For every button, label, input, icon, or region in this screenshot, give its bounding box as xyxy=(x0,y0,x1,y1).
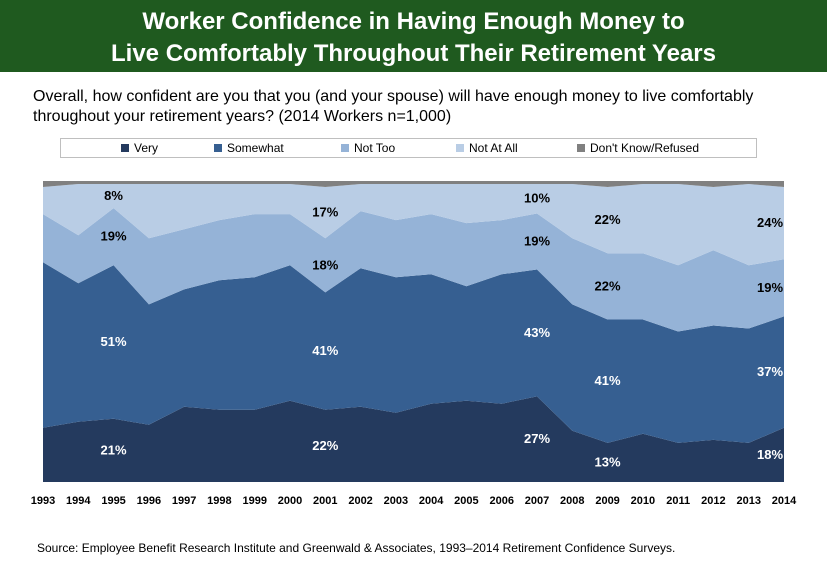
legend-label-not-at-all: Not At All xyxy=(469,141,518,155)
area-series-very xyxy=(43,396,784,482)
area-series-not-at-all xyxy=(43,184,784,266)
x-tick-label-2008: 2008 xyxy=(560,495,584,507)
legend-swatch-very xyxy=(121,144,129,152)
data-label-2009-somewhat: 41% xyxy=(595,373,621,388)
legend-label-dont-know: Don't Know/Refused xyxy=(590,141,700,155)
x-tick-label-1999: 1999 xyxy=(242,495,266,507)
x-tick-label-2001: 2001 xyxy=(313,495,337,507)
legend-swatch-not-at-all xyxy=(456,144,464,152)
legend-swatch-not-too xyxy=(341,144,349,152)
data-label-2007-somewhat: 43% xyxy=(524,325,550,340)
x-tick-label-1997: 1997 xyxy=(172,495,196,507)
data-label-2009-very: 13% xyxy=(595,454,621,469)
legend-item-very: Very xyxy=(121,139,158,157)
x-tick-label-1993: 1993 xyxy=(31,495,55,507)
legend-label-not-too: Not Too xyxy=(354,141,396,155)
data-label-2009-not-too: 22% xyxy=(595,278,621,293)
x-tick-label-1994: 1994 xyxy=(66,495,91,507)
data-label-2007-not-too: 19% xyxy=(524,233,550,248)
x-tick-label-1996: 1996 xyxy=(137,495,161,507)
data-label-2007-very: 27% xyxy=(524,431,550,446)
x-tick-label-2005: 2005 xyxy=(454,495,478,507)
survey-question: Overall, how confident are you that you … xyxy=(33,88,754,125)
data-label-1995-not-at-all: 8% xyxy=(104,188,123,203)
stacked-area-chart: 1993 1994 1995 1996 1997 1998 1999 2000 2001 2002… xyxy=(31,181,797,507)
data-label-2014-not-too: 19% xyxy=(757,280,783,295)
data-label-1995-somewhat: 51% xyxy=(101,334,127,349)
legend-item-dont-know: Don't Know/Refused xyxy=(577,139,699,157)
data-label-2014-not-at-all: 24% xyxy=(757,215,783,230)
title-banner: Worker Confidence in Having Enough Money… xyxy=(0,0,827,72)
data-label-2001-not-too: 18% xyxy=(312,257,338,272)
x-tick-label-1998: 1998 xyxy=(207,495,231,507)
x-tick-label-2014: 2014 xyxy=(772,495,797,507)
x-tick-label-2012: 2012 xyxy=(701,495,725,507)
x-tick-label-2002: 2002 xyxy=(348,495,372,507)
data-label-2007-not-at-all: 10% xyxy=(524,191,550,206)
legend-label-very: Very xyxy=(134,141,159,155)
x-tick-label-2007: 2007 xyxy=(525,495,549,507)
data-label-2014-very: 18% xyxy=(757,447,783,462)
x-tick-label-2003: 2003 xyxy=(384,495,408,507)
legend-item-not-too: Not Too xyxy=(341,139,395,157)
legend-item-not-at-all: Not At All xyxy=(456,139,518,157)
data-label-2001-very: 22% xyxy=(312,438,338,453)
legend-swatch-dont-know xyxy=(577,144,585,152)
data-label-1995-not-too: 19% xyxy=(101,229,127,244)
data-label-2009-not-at-all: 22% xyxy=(595,212,621,227)
x-tick-label-2010: 2010 xyxy=(631,495,655,507)
chart-title-line-2: Live Comfortably Throughout Their Retire… xyxy=(111,40,716,67)
data-label-2001-somewhat: 41% xyxy=(312,343,338,358)
area-series-not-too xyxy=(43,208,784,332)
x-tick-label-1995: 1995 xyxy=(101,495,125,507)
source-note: Source: Employee Benefit Research Instit… xyxy=(37,541,676,555)
area-series-somewhat xyxy=(43,262,784,443)
x-tick-label-2004: 2004 xyxy=(419,495,444,507)
chart-legend: Very Somewhat Not Too Not At All Don't K… xyxy=(60,138,757,158)
data-label-1995-very: 21% xyxy=(101,442,127,457)
legend-swatch-somewhat xyxy=(214,144,222,152)
data-label-2014-somewhat: 37% xyxy=(757,364,783,379)
data-label-2001-not-at-all: 17% xyxy=(312,205,338,220)
x-tick-label-2009: 2009 xyxy=(595,495,619,507)
legend-label-somewhat: Somewhat xyxy=(227,141,284,155)
x-tick-label-2000: 2000 xyxy=(278,495,302,507)
x-tick-label-2006: 2006 xyxy=(489,495,513,507)
x-tick-label-2011: 2011 xyxy=(666,495,690,507)
x-tick-label-2013: 2013 xyxy=(736,495,760,507)
legend-item-somewhat: Somewhat xyxy=(214,139,284,157)
area-series-dont-know xyxy=(43,181,784,187)
chart-title-line-1: Worker Confidence in Having Enough Money… xyxy=(142,8,685,35)
